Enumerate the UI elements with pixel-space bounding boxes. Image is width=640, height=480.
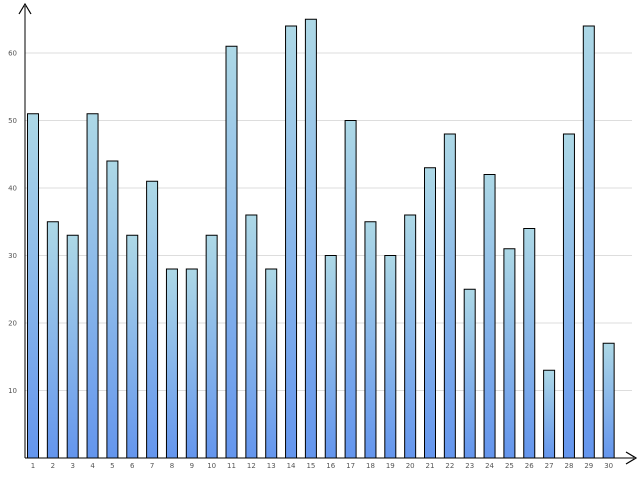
x-tick-label: 19 <box>386 462 395 470</box>
bar-23 <box>463 288 476 459</box>
x-tick-label: 18 <box>366 462 375 470</box>
bar-3 <box>66 234 79 459</box>
x-tick-label: 3 <box>70 462 74 470</box>
x-tick-label: 23 <box>465 462 474 470</box>
bar-17 <box>344 120 357 459</box>
x-tick-label: 20 <box>406 462 415 470</box>
x-tick-labels: 1 2 3 4 5 6 7 8 9 10 11 12 13 14 15 16 17 18 19 20 21 22 23 24 2… <box>31 462 613 470</box>
bar-28 <box>562 133 575 459</box>
axes <box>18 2 638 465</box>
bar-7 <box>146 180 159 459</box>
bar-5 <box>106 160 119 459</box>
bar-20 <box>404 214 417 459</box>
x-tick-label: 21 <box>426 462 435 470</box>
x-tick-label: 7 <box>150 462 154 470</box>
y-axis-arrow-icon <box>18 2 32 15</box>
bar-4 <box>86 113 99 459</box>
bar-26 <box>523 228 536 459</box>
bars <box>27 18 615 459</box>
x-tick-label: 16 <box>326 462 335 470</box>
bar-8 <box>165 268 178 459</box>
bar-2 <box>46 221 59 459</box>
x-tick-label: 29 <box>584 462 593 470</box>
bar-14 <box>285 25 298 459</box>
x-tick-label: 11 <box>227 462 236 470</box>
x-tick-label: 4 <box>90 462 95 470</box>
bar-18 <box>364 221 377 459</box>
x-tick-label: 24 <box>485 462 494 470</box>
x-tick-label: 25 <box>505 462 514 470</box>
x-tick-label: 27 <box>545 462 554 470</box>
y-tick-labels: 10 20 30 40 50 60 <box>8 50 17 396</box>
bar-10 <box>205 234 218 459</box>
y-tick-label: 30 <box>8 252 17 260</box>
x-tick-label: 17 <box>346 462 355 470</box>
bar-21 <box>424 167 436 459</box>
bar-15 <box>304 18 317 459</box>
x-axis-arrow-icon <box>625 451 638 465</box>
x-tick-label: 2 <box>51 462 55 470</box>
x-tick-label: 8 <box>170 462 174 470</box>
bar-13 <box>265 268 278 459</box>
bar-9 <box>185 268 198 459</box>
y-tick-label: 60 <box>8 50 17 58</box>
x-tick-label: 5 <box>110 462 114 470</box>
bar-27 <box>543 369 556 459</box>
y-tick-label: 20 <box>8 320 17 328</box>
x-tick-label: 9 <box>190 462 194 470</box>
bar-6 <box>126 234 139 459</box>
x-tick-label: 28 <box>564 462 573 470</box>
x-tick-label: 10 <box>207 462 216 470</box>
bar-16 <box>324 255 337 459</box>
x-tick-label: 1 <box>31 462 35 470</box>
bar-12 <box>245 214 258 459</box>
x-tick-label: 22 <box>445 462 454 470</box>
x-tick-label: 30 <box>604 462 613 470</box>
y-tick-label: 40 <box>8 185 17 193</box>
bar-24 <box>483 174 496 459</box>
y-tick-label: 50 <box>8 117 17 125</box>
x-tick-label: 13 <box>267 462 276 470</box>
bar-29 <box>582 25 595 459</box>
y-tick-label: 10 <box>8 387 17 395</box>
x-tick-label: 6 <box>130 462 135 470</box>
bar-19 <box>384 255 397 459</box>
x-tick-label: 15 <box>306 462 315 470</box>
bar-1 <box>27 113 39 459</box>
x-tick-label: 12 <box>247 462 256 470</box>
x-tick-label: 14 <box>287 462 296 470</box>
bar-30 <box>602 342 615 459</box>
bar-25 <box>503 248 516 459</box>
bar-11 <box>225 45 238 459</box>
x-tick-label: 26 <box>525 462 534 470</box>
bar-22 <box>443 133 456 459</box>
